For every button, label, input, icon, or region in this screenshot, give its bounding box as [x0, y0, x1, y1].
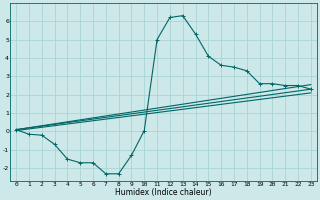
X-axis label: Humidex (Indice chaleur): Humidex (Indice chaleur) [115, 188, 212, 197]
